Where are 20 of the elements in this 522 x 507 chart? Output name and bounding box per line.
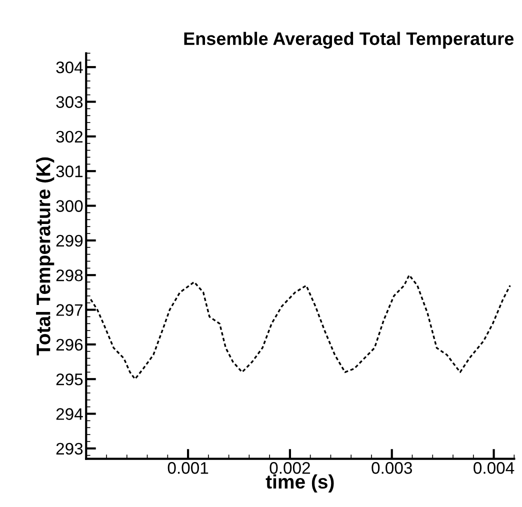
x-tick-label: 0.003 <box>372 462 412 474</box>
x-tick-label: 0.001 <box>168 462 208 474</box>
x-tick-label: 0.004 <box>474 462 514 474</box>
y-tick-label: 295 <box>56 374 83 386</box>
x-tick-label: 0.002 <box>270 462 310 474</box>
y-tick-label: 304 <box>56 62 83 74</box>
y-axis-title: Total Temperature (K) <box>36 157 54 356</box>
y-tick-label: 298 <box>56 270 83 282</box>
y-tick-label: 300 <box>56 200 83 212</box>
chart-title: Ensemble Averaged Total Temperature <box>184 32 514 49</box>
y-tick-label: 299 <box>56 234 83 247</box>
y-tick-label: 296 <box>56 338 83 351</box>
y-tick-label: 303 <box>56 96 83 108</box>
y-tick-label: 301 <box>56 166 83 178</box>
x-axis-title: time (s) <box>266 474 334 492</box>
y-tick-label: 294 <box>56 408 83 420</box>
line-series <box>90 274 511 380</box>
y-tick-label: 293 <box>56 442 83 455</box>
y-tick-label: 297 <box>56 304 83 316</box>
y-tick-label: 302 <box>56 130 83 143</box>
